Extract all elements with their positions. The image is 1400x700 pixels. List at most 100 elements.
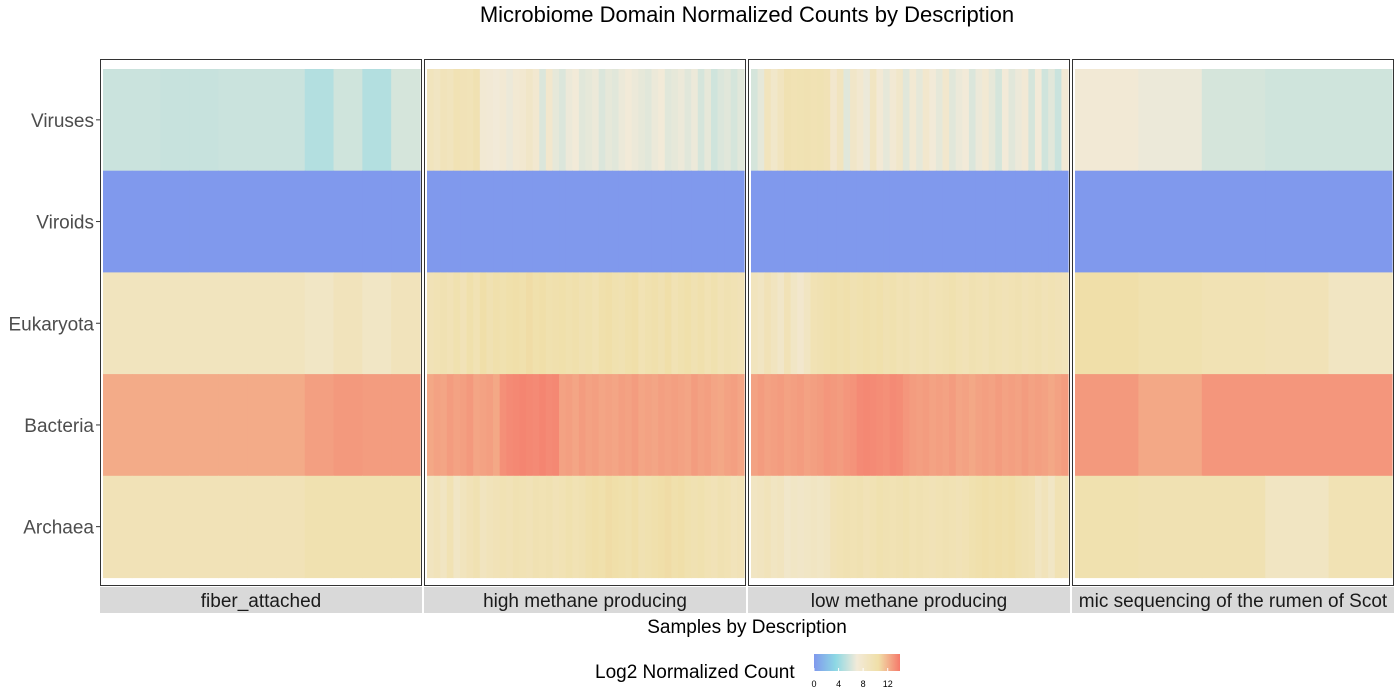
heatmap-tile — [565, 475, 573, 579]
heatmap-tile — [131, 374, 162, 477]
heatmap-tile — [856, 374, 864, 477]
heatmap-tile — [440, 374, 448, 477]
heatmap-tile — [1034, 374, 1043, 477]
heatmap-tile — [955, 374, 963, 477]
heatmap-tile — [797, 475, 805, 579]
heatmap-tile — [751, 69, 759, 172]
heatmap-tile — [968, 170, 977, 273]
heatmap-tile — [572, 170, 580, 273]
heatmap-tile — [446, 374, 455, 477]
heatmap-tile — [539, 69, 547, 172]
heatmap-tile — [724, 272, 732, 375]
heatmap-tile — [843, 69, 851, 172]
heatmap-tile — [1265, 475, 1330, 579]
heatmap-tile — [704, 69, 712, 172]
heatmap-tile — [803, 374, 812, 477]
heatmap-tile — [189, 272, 219, 375]
heatmap-tile — [578, 272, 587, 375]
heatmap-tile — [1054, 272, 1062, 375]
heatmap-tile — [975, 69, 983, 172]
heatmap-tile — [499, 170, 507, 273]
heatmap-tile — [697, 272, 705, 375]
heatmap-tile — [631, 374, 639, 477]
heatmap-tile — [440, 475, 448, 579]
heatmap-tile — [1138, 272, 1203, 375]
facet-strip-label: high methane producing — [483, 591, 687, 612]
heatmap-tile — [446, 272, 455, 375]
heatmap-tile — [460, 475, 468, 579]
heatmap-tile — [532, 272, 540, 375]
heatmap-tile — [131, 69, 162, 172]
heatmap-tile — [658, 475, 666, 579]
heatmap-tile — [1021, 170, 1029, 273]
heatmap-tile — [704, 272, 712, 375]
heatmap-tile — [473, 69, 481, 172]
heatmap-tile — [611, 170, 620, 273]
heatmap-tile — [631, 69, 639, 172]
heatmap-tile — [896, 170, 904, 273]
heatmap-tile — [751, 374, 759, 477]
heatmap-tile — [982, 475, 990, 579]
heatmap-tile — [275, 170, 306, 273]
heatmap-tile — [625, 374, 633, 477]
heatmap-tile — [982, 272, 990, 375]
heatmap-tile — [651, 69, 659, 172]
heatmap-tile — [493, 170, 501, 273]
heatmap-tile — [962, 272, 970, 375]
heatmap-tile — [902, 170, 911, 273]
heatmap-tile — [942, 272, 950, 375]
heatmap-tile — [810, 374, 818, 477]
heatmap-tile — [519, 170, 527, 273]
heatmap-tile — [1041, 170, 1049, 273]
heatmap-tile — [949, 475, 957, 579]
heatmap-tile — [512, 475, 521, 579]
heatmap-tile — [889, 475, 897, 579]
heatmap-tile — [684, 272, 692, 375]
heatmap-tile — [631, 475, 639, 579]
heatmap-tile — [519, 69, 527, 172]
heatmap-tile — [730, 170, 738, 273]
facet-strip-label: mic sequencing of the rumen of Scot — [1079, 591, 1388, 612]
heatmap-tile — [724, 170, 732, 273]
heatmap-tile — [1015, 374, 1023, 477]
heatmap-tile — [949, 272, 957, 375]
facet-panel-border — [748, 59, 1070, 586]
heatmap-tile — [1075, 374, 1139, 477]
heatmap-tile — [658, 272, 666, 375]
heatmap-tile — [578, 170, 587, 273]
heatmap-tile — [433, 475, 441, 579]
heatmap-tile — [962, 170, 970, 273]
heatmap-tile — [797, 69, 805, 172]
color-legend: Log2 Normalized Count 0 4 8 12 — [595, 654, 900, 689]
heatmap-tile — [704, 170, 712, 273]
heatmap-tile — [572, 272, 580, 375]
heatmap-tile — [1265, 170, 1330, 273]
heatmap-tile — [611, 69, 620, 172]
heatmap-tile — [784, 69, 792, 172]
heatmap-tile — [922, 170, 930, 273]
facet-panel-border — [424, 59, 746, 586]
heatmap-tile — [982, 170, 990, 273]
facet-panel: fiber_attached — [100, 59, 422, 613]
heatmap-tile — [189, 374, 219, 477]
heatmap-tile — [684, 170, 692, 273]
heatmap-tile — [869, 69, 878, 172]
heatmap-tile — [1061, 69, 1069, 172]
heatmap-tile — [333, 170, 363, 273]
heatmap-tile — [638, 170, 646, 273]
legend-color-bar — [814, 654, 900, 671]
heatmap-tile — [539, 475, 547, 579]
heatmap-tile — [823, 170, 831, 273]
heatmap-tile — [876, 374, 884, 477]
heatmap-tile — [651, 170, 659, 273]
heatmap-tile — [803, 170, 812, 273]
heatmap-tile — [817, 170, 825, 273]
heatmap-tile — [724, 374, 732, 477]
facet-strip — [748, 587, 1070, 613]
heatmap-tile — [1138, 170, 1203, 273]
facet-strip — [100, 587, 422, 613]
heatmap-tile — [506, 69, 514, 172]
heatmap-tile — [982, 69, 990, 172]
facet-panel-border — [1072, 59, 1394, 586]
